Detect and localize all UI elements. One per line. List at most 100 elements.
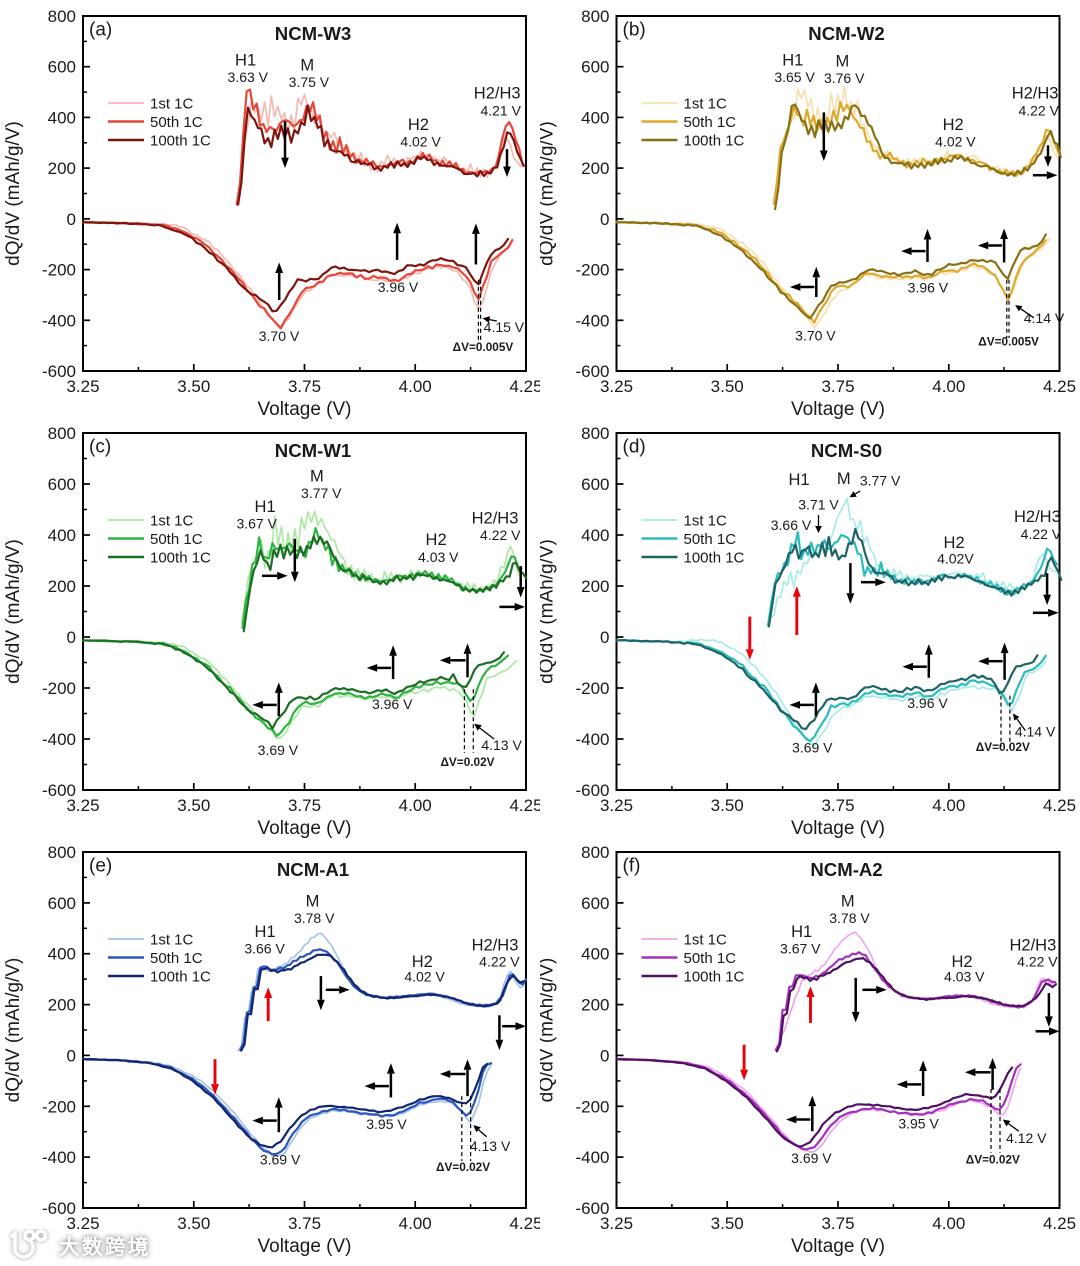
svg-text:4.22 V: 4.22 V <box>479 953 520 969</box>
svg-text:4.00: 4.00 <box>932 1214 965 1233</box>
svg-text:4.02 V: 4.02 V <box>404 969 445 985</box>
svg-text:0: 0 <box>600 210 609 229</box>
svg-text:Voltage (V): Voltage (V) <box>791 1236 885 1257</box>
svg-text:4.14 V: 4.14 V <box>1015 723 1056 739</box>
svg-text:H1: H1 <box>791 923 812 941</box>
svg-text:3.25: 3.25 <box>600 796 633 815</box>
svg-text:H2: H2 <box>426 531 447 549</box>
svg-text:400: 400 <box>48 108 76 127</box>
svg-text:H2: H2 <box>951 953 972 971</box>
svg-text:4.25: 4.25 <box>509 377 540 396</box>
svg-text:-200: -200 <box>42 679 76 698</box>
svg-text:(b): (b) <box>623 20 646 41</box>
svg-text:100th 1C: 100th 1C <box>684 550 745 567</box>
svg-text:dQ/dV (mAh/g/V): dQ/dV (mAh/g/V) <box>540 958 558 1103</box>
svg-text:-400: -400 <box>575 311 609 330</box>
svg-text:4.12 V: 4.12 V <box>1006 1130 1047 1146</box>
svg-text:3.25: 3.25 <box>66 377 99 396</box>
svg-text:3.69 V: 3.69 V <box>792 739 833 755</box>
svg-text:3.67 V: 3.67 V <box>780 941 821 957</box>
svg-text:4.22 V: 4.22 V <box>1018 102 1059 118</box>
svg-text:-600: -600 <box>575 1199 609 1218</box>
svg-text:3.77 V: 3.77 V <box>860 472 901 488</box>
svg-text:3.75: 3.75 <box>288 1214 321 1233</box>
svg-text:4.25: 4.25 <box>1043 377 1076 396</box>
svg-text:-400: -400 <box>42 1148 76 1167</box>
svg-text:3.96 V: 3.96 V <box>908 279 949 295</box>
svg-text:-200: -200 <box>575 261 609 280</box>
svg-text:-600: -600 <box>42 1199 76 1218</box>
svg-text:4.00: 4.00 <box>399 1214 432 1233</box>
svg-text:200: 200 <box>48 996 76 1015</box>
svg-text:3.96 V: 3.96 V <box>372 696 413 712</box>
svg-text:3.63 V: 3.63 V <box>228 69 269 85</box>
svg-text:ΔV=0.02V: ΔV=0.02V <box>436 1160 490 1174</box>
svg-text:100th 1C: 100th 1C <box>150 133 211 150</box>
svg-text:3.96 V: 3.96 V <box>907 695 948 711</box>
svg-text:-600: -600 <box>575 781 609 800</box>
svg-text:H2: H2 <box>944 534 965 552</box>
svg-text:3.78 V: 3.78 V <box>294 910 335 926</box>
svg-text:H1: H1 <box>782 51 803 69</box>
svg-text:NCM-S0: NCM-S0 <box>811 440 882 461</box>
svg-text:H2: H2 <box>943 116 964 134</box>
svg-text:3.69 V: 3.69 V <box>791 1150 832 1166</box>
svg-text:1st 1C: 1st 1C <box>150 96 194 113</box>
svg-text:-200: -200 <box>575 679 609 698</box>
svg-text:600: 600 <box>48 475 76 494</box>
svg-text:dQ/dV (mAh/g/V): dQ/dV (mAh/g/V) <box>3 539 24 684</box>
svg-text:H2/H3: H2/H3 <box>1014 508 1061 526</box>
svg-text:H2: H2 <box>408 116 429 134</box>
svg-text:3.50: 3.50 <box>177 377 210 396</box>
svg-text:H1: H1 <box>255 923 276 941</box>
svg-text:400: 400 <box>581 526 609 545</box>
svg-text:(e): (e) <box>89 856 112 877</box>
svg-text:Voltage (V): Voltage (V) <box>258 399 352 420</box>
svg-text:ΔV=0.005V: ΔV=0.005V <box>978 335 1039 349</box>
svg-text:3.25: 3.25 <box>600 377 633 396</box>
svg-text:4.13 V: 4.13 V <box>470 1138 511 1154</box>
svg-text:3.70 V: 3.70 V <box>259 328 300 344</box>
svg-text:200: 200 <box>48 577 76 596</box>
svg-text:400: 400 <box>581 108 609 127</box>
svg-text:H2/H3: H2/H3 <box>474 84 521 102</box>
svg-text:3.66 V: 3.66 V <box>244 941 285 957</box>
svg-text:ΔV=0.02V: ΔV=0.02V <box>966 1153 1020 1167</box>
svg-text:4.22 V: 4.22 V <box>1021 526 1062 542</box>
svg-text:50th 1C: 50th 1C <box>684 531 737 548</box>
svg-text:800: 800 <box>581 7 609 26</box>
svg-text:3.67 V: 3.67 V <box>236 516 277 532</box>
svg-text:3.50: 3.50 <box>711 796 744 815</box>
svg-text:600: 600 <box>581 58 609 77</box>
svg-text:800: 800 <box>581 424 609 443</box>
svg-text:3.50: 3.50 <box>177 1214 210 1233</box>
svg-text:dQ/dV (mAh/g/V): dQ/dV (mAh/g/V) <box>540 539 558 684</box>
svg-text:M: M <box>310 467 324 485</box>
svg-text:3.65 V: 3.65 V <box>774 69 815 85</box>
svg-text:M: M <box>837 470 851 488</box>
svg-text:3.69 V: 3.69 V <box>258 742 299 758</box>
svg-text:400: 400 <box>581 945 609 964</box>
svg-text:3.66 V: 3.66 V <box>771 517 812 533</box>
svg-text:H1: H1 <box>235 51 256 69</box>
svg-text:ΔV=0.005V: ΔV=0.005V <box>453 340 514 354</box>
svg-text:H2: H2 <box>412 953 433 971</box>
svg-text:800: 800 <box>48 844 76 862</box>
svg-text:0: 0 <box>67 1046 76 1065</box>
svg-text:400: 400 <box>48 945 76 964</box>
svg-text:ΔV=0.02V: ΔV=0.02V <box>440 755 494 769</box>
svg-text:50th 1C: 50th 1C <box>150 950 203 967</box>
svg-text:100th 1C: 100th 1C <box>684 969 745 986</box>
svg-text:4.14 V: 4.14 V <box>1024 310 1065 326</box>
svg-text:600: 600 <box>48 894 76 913</box>
svg-text:4.25: 4.25 <box>509 796 540 815</box>
svg-text:3.71 V: 3.71 V <box>798 497 839 513</box>
svg-text:4.00: 4.00 <box>399 377 432 396</box>
svg-text:200: 200 <box>581 577 609 596</box>
svg-text:100th 1C: 100th 1C <box>684 133 745 150</box>
svg-text:H1: H1 <box>788 471 809 489</box>
svg-text:800: 800 <box>48 7 76 26</box>
svg-text:4.15 V: 4.15 V <box>484 319 525 335</box>
svg-text:4.13 V: 4.13 V <box>481 737 522 753</box>
svg-text:Voltage (V): Voltage (V) <box>258 1236 352 1257</box>
